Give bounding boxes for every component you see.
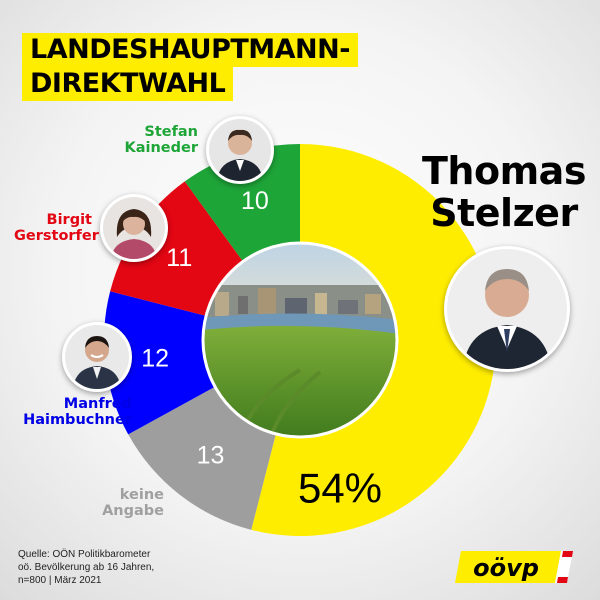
segment-gerstorfer — [110, 181, 243, 316]
title-line-1: LANDESHAUPTMANN- — [22, 33, 358, 67]
segment-stelzer — [251, 144, 497, 537]
segment-keine-angabe — [128, 386, 276, 530]
stelzer-photo — [444, 246, 570, 372]
center-photo — [203, 243, 397, 437]
person-portrait-icon — [209, 119, 271, 181]
segment-labels: 54% 13 12 11 10 — [141, 187, 382, 511]
source-note: Quelle: OÖN Politikbarometer oö. Bevölke… — [18, 549, 155, 586]
donut-segments — [104, 144, 497, 537]
kaineder-name: Stefan Kaineder — [124, 124, 198, 156]
segment-haimbuchner — [104, 291, 215, 435]
person-portrait-icon — [103, 197, 165, 259]
value-label-gerstorfer: 11 — [166, 244, 192, 272]
haimbuchner-photo — [62, 322, 132, 392]
keine-angabe-label: keine Angabe — [102, 487, 164, 519]
stelzer-name: Thomas Stelzer — [422, 149, 586, 235]
title-line-2: DIREKTWAHL — [22, 67, 234, 101]
person-portrait-icon — [447, 249, 567, 369]
gerstorfer-photo — [100, 194, 168, 262]
gerstorfer-name: Birgit Gerstorfer — [14, 212, 99, 244]
value-label-haimbuchner: 12 — [141, 344, 169, 372]
segment-kaineder — [184, 144, 300, 262]
value-label-keine-angabe: 13 — [197, 441, 225, 469]
oevp-logo: oövp — [455, 551, 573, 583]
person-portrait-icon — [65, 325, 129, 389]
kaineder-photo — [206, 116, 274, 184]
value-label-kaineder: 10 — [241, 187, 269, 215]
logo-text: oövp — [473, 554, 539, 582]
value-label-stelzer: 54% — [298, 465, 382, 512]
haimbuchner-name: Manfred Haimbuchner — [23, 396, 132, 428]
